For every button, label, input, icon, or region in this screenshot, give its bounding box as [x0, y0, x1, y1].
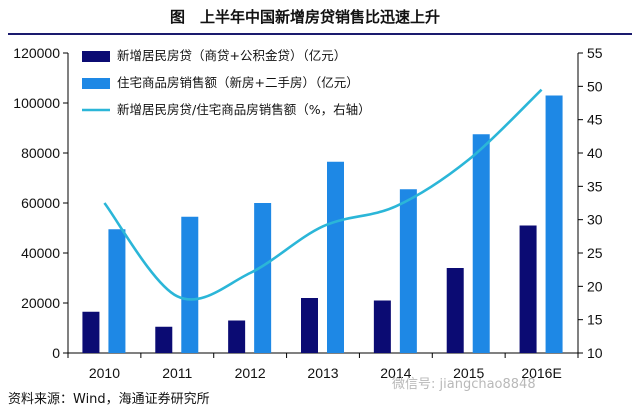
x-tick-label: 2014	[380, 365, 411, 381]
source-note: 资料来源：Wind，海通证券研究所	[8, 391, 210, 407]
right-tick-label: 55	[587, 45, 603, 61]
right-tick-label: 50	[587, 78, 603, 94]
loan-bar	[301, 298, 318, 353]
left-tick-label: 60000	[21, 195, 60, 211]
right-tick-label: 10	[587, 345, 603, 361]
watermark: 微信号: jiangchao8848	[392, 377, 536, 392]
right-tick-label: 15	[587, 312, 603, 328]
right-tick-label: 25	[587, 245, 603, 261]
legend-label: 新增居民房贷/住宅商品房销售额（%，右轴）	[117, 102, 371, 117]
x-tick-label: 2010	[89, 365, 120, 381]
sales-bar	[108, 229, 126, 353]
loan-bar	[82, 311, 100, 353]
loan-bar	[519, 225, 537, 353]
sales-bar	[399, 189, 417, 353]
loan-bar	[155, 326, 173, 353]
x-tick-label: 2013	[307, 365, 338, 381]
right-tick-label: 40	[587, 145, 603, 161]
x-tick-label: 2015	[453, 365, 484, 381]
right-tick-label: 20	[587, 278, 603, 294]
ratio-line	[103, 88, 543, 301]
left-tick-label: 80000	[21, 145, 60, 161]
left-tick-label: 0	[52, 345, 60, 361]
ratio-line-series	[103, 88, 543, 301]
legend-swatch	[82, 78, 110, 89]
left-tick-label: 40000	[21, 245, 60, 261]
legend-swatch	[82, 51, 110, 62]
legend-label: 新增居民房贷（商贷+公积金贷）（亿元）	[117, 48, 346, 63]
axes: 0 20000 40000 60000 80000 100000 120000 10 15 20 2…	[13, 45, 603, 381]
right-tick-label: 45	[587, 112, 603, 128]
left-tick-label: 20000	[21, 295, 60, 311]
loan-bar	[228, 320, 246, 353]
sales-bar	[545, 95, 563, 353]
legend-label: 住宅商品房销售额（新房+二手房）（亿元）	[117, 75, 359, 90]
sales-bar	[181, 216, 199, 353]
loan-bar	[446, 268, 464, 353]
x-tick-label: 2011	[162, 365, 192, 381]
sales-bar	[472, 134, 490, 353]
bars	[82, 95, 563, 353]
left-tick-label: 100000	[13, 95, 60, 111]
sales-bar	[254, 203, 272, 353]
right-tick-label: 35	[587, 178, 603, 194]
loan-bar	[373, 300, 391, 353]
x-tick-label: 2012	[235, 365, 266, 381]
left-tick-label: 120000	[13, 45, 60, 61]
sales-bar	[327, 161, 344, 353]
right-tick-label: 30	[587, 212, 603, 228]
chart-title: 图 上半年中国新增房贷销售比迅速上升	[170, 8, 440, 26]
legend: 新增居民房贷（商贷+公积金贷）（亿元） 住宅商品房销售额（新房+二手房）（亿元） 新…	[82, 48, 371, 117]
x-tick-label: 2016E	[521, 365, 561, 381]
